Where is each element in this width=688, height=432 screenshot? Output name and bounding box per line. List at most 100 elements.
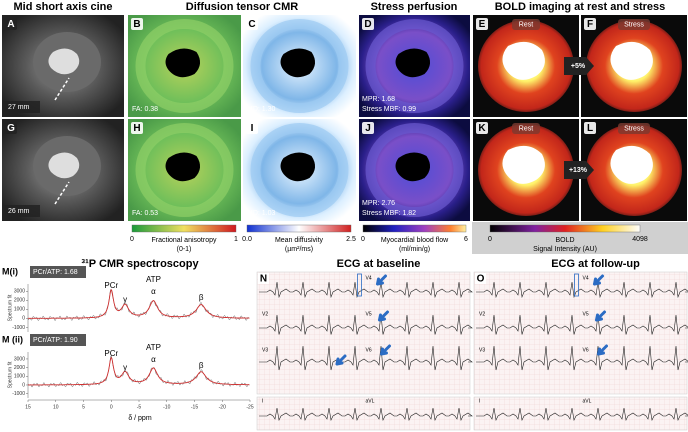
panel-letter-box — [131, 122, 143, 134]
cavity — [48, 152, 80, 179]
cavity — [502, 41, 545, 80]
colorbar-min: 0 — [361, 236, 365, 243]
peak-label: α — [151, 355, 156, 364]
panel-letter: O — [477, 274, 485, 285]
mpr-value: MPR: 2.76 — [362, 200, 395, 207]
colorbar-unit: Signal Intensity (AU) — [533, 246, 597, 253]
md-value: MD: 1.30 — [247, 106, 276, 113]
measure-line — [54, 77, 70, 101]
lead-label: V2 — [479, 311, 485, 317]
label-box — [4, 101, 40, 113]
colorbar-unit: (ml/min/g) — [399, 246, 430, 253]
arrow — [335, 354, 347, 366]
myocardium — [365, 123, 464, 217]
arrow — [595, 310, 606, 322]
peak-label: γ — [123, 295, 127, 304]
myocardium — [365, 19, 464, 113]
cine-slice-label: 27 mm — [8, 104, 30, 111]
cavity — [502, 145, 545, 184]
panel-letter: N — [260, 274, 267, 285]
bold-change: +5% — [571, 63, 586, 70]
colorbar-label: Myocardial blood flow — [381, 237, 449, 244]
spectrum-raw — [27, 288, 250, 321]
panel-letter: G — [7, 123, 15, 134]
lead-label: V2 — [262, 311, 268, 317]
x-tick-label: 10 — [53, 404, 59, 410]
stress-mbf-value: Stress MBF: 1.82 — [362, 210, 416, 217]
spectrum-fit — [28, 356, 250, 386]
ecg-trace — [259, 407, 473, 421]
panel-letter-box — [362, 18, 374, 30]
ecg-sheet — [473, 271, 688, 395]
md-value: MD: 1.03 — [247, 210, 276, 217]
lead-label: V3 — [479, 347, 485, 353]
cine-slice-label: 26 mm — [8, 208, 30, 215]
panel-letter: C — [248, 19, 255, 30]
y-axis-label: Spectrum fit — [7, 294, 13, 321]
column-header: Mid short axis cine — [13, 1, 112, 13]
myocardium — [135, 19, 234, 113]
lead-label: V6 — [583, 347, 589, 353]
stress-pill — [618, 123, 650, 134]
pcr-atp-ratio: PCr/ATP: 1.90 — [33, 337, 78, 344]
panel-letter: D — [364, 19, 371, 30]
panel-letter: J — [365, 123, 371, 134]
panel-letter: I — [251, 123, 254, 134]
stress-label: Stress — [624, 21, 644, 28]
lead-label: V4 — [366, 275, 372, 281]
y-tick-label: 0 — [22, 316, 25, 322]
stress-mbf-value: Stress MBF: 0.99 — [362, 106, 416, 113]
peak-label: α — [151, 287, 156, 296]
lead-label: V5 — [366, 311, 372, 317]
panel-letter-box — [362, 122, 374, 134]
x-tick-label: 0 — [110, 404, 113, 410]
peak-label: ATP — [146, 275, 161, 284]
stress-pill — [618, 19, 650, 30]
panel-letter: L — [587, 123, 593, 134]
x-tick-label: -25 — [246, 404, 253, 410]
colorbar — [362, 224, 467, 233]
panel-letter: M(i) — [2, 266, 18, 276]
calibration-mark — [574, 273, 579, 297]
peak-label: PCr — [104, 349, 118, 358]
cavity — [395, 152, 431, 182]
cavity — [48, 48, 80, 75]
column-header: BOLD imaging at rest and stress — [495, 1, 666, 13]
panel-letter-box — [476, 18, 488, 30]
column-header: Diffusion tensor CMR — [186, 1, 298, 13]
measure-line — [54, 181, 70, 205]
panel-letter-box — [476, 122, 488, 134]
x-axis-label: δ / ppm — [128, 415, 152, 422]
lead-label: aVL — [583, 398, 592, 404]
x-tick-label: 5 — [82, 404, 85, 410]
stress-label: Stress — [624, 125, 644, 132]
colorbar-max: 6 — [464, 236, 468, 243]
myocardium — [250, 19, 349, 113]
arrow — [376, 274, 387, 286]
colorbar-label: BOLD — [555, 237, 574, 244]
colorbar — [489, 224, 641, 233]
arrow — [380, 344, 391, 356]
myocardium — [135, 123, 234, 217]
colorbar-max: 1 — [234, 236, 238, 243]
y-tick-label: 1000 — [14, 374, 25, 380]
ecg-trace — [259, 345, 473, 371]
fa-value: FA: 0.38 — [132, 106, 158, 113]
label-box — [4, 205, 40, 217]
ecg-trace — [259, 314, 473, 335]
y-axis-label: Spectrum fit — [7, 361, 13, 388]
cavity — [165, 152, 201, 182]
panel-letter-box — [246, 18, 258, 30]
panel-letter-box — [584, 122, 596, 134]
peak-label: β — [199, 293, 204, 302]
panel-letter-box — [584, 18, 596, 30]
ecg-title: ECG at baseline — [337, 258, 421, 270]
x-tick-label: -20 — [219, 404, 226, 410]
lead-label: I — [262, 398, 263, 404]
colorbar-min: 0 — [488, 236, 492, 243]
lead-label: V3 — [262, 347, 268, 353]
cavity — [610, 145, 653, 184]
x-tick-label: -10 — [163, 404, 170, 410]
peak-label: γ — [123, 363, 127, 372]
